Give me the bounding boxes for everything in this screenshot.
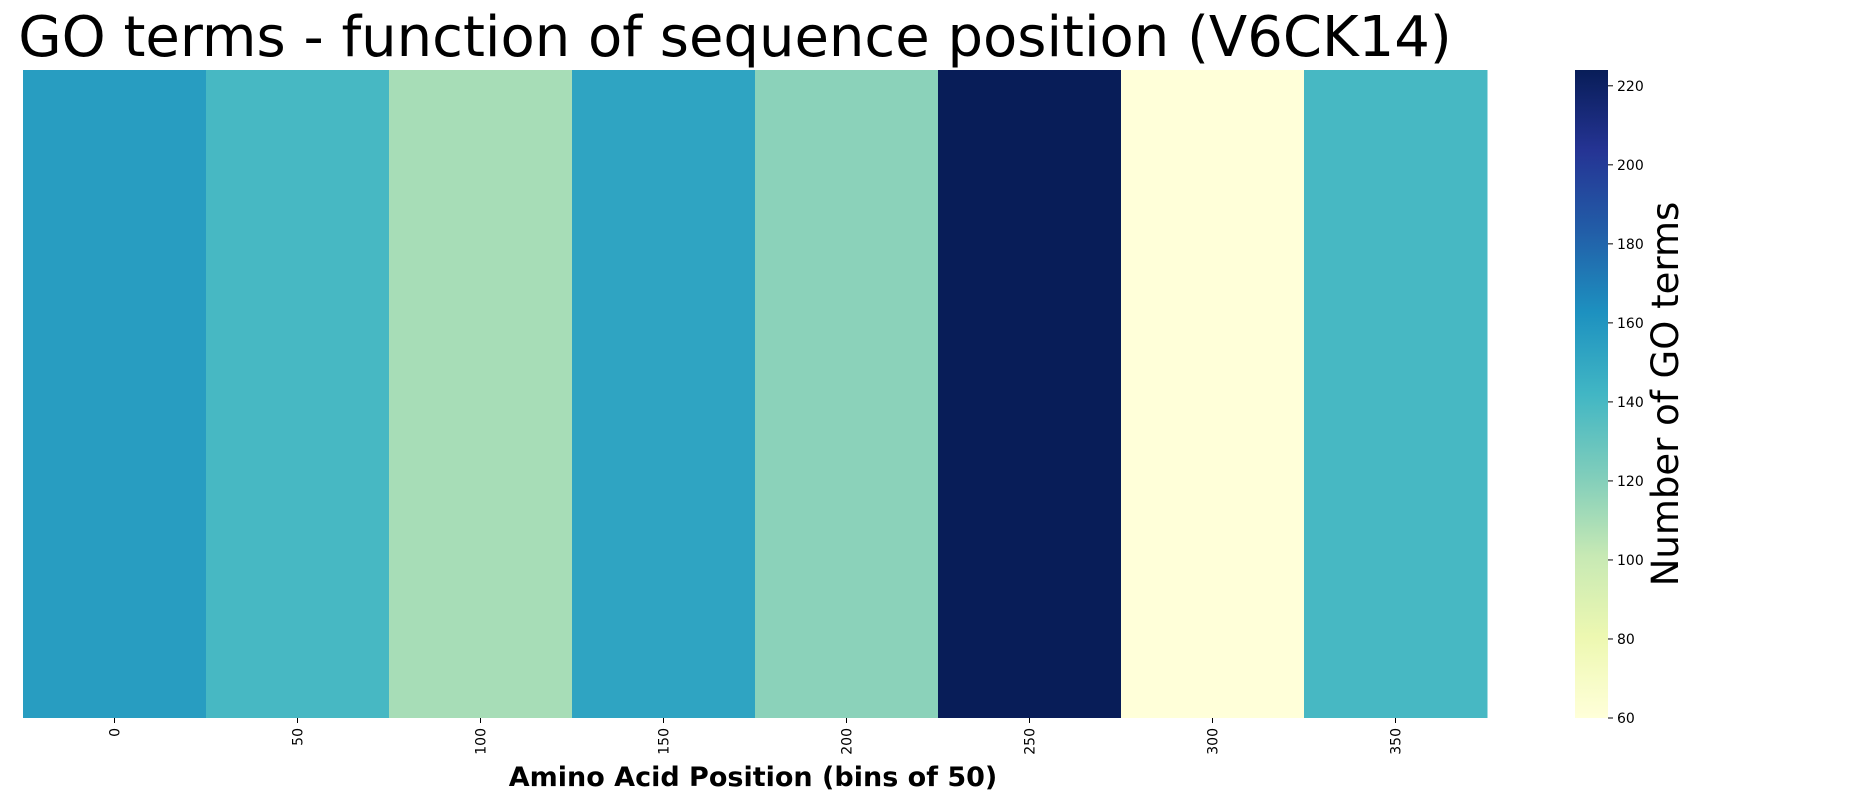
- x-tick-label: 150: [657, 728, 673, 755]
- heatmap-cell: [23, 70, 207, 718]
- heatmap-cell: [1121, 70, 1305, 718]
- colorbar-tick-label: 120: [1617, 474, 1644, 490]
- x-tick-label: 0: [108, 728, 124, 737]
- heatmap-cell: [755, 70, 939, 718]
- x-tick-label: 200: [840, 728, 856, 755]
- colorbar-tick-label: 160: [1617, 316, 1644, 332]
- x-tick-label: 100: [474, 728, 490, 755]
- colorbar-tick-label: 200: [1617, 158, 1644, 174]
- heatmap-cell: [206, 70, 390, 718]
- colorbar-tick-label: 100: [1617, 553, 1644, 569]
- colorbar-tick-label: 80: [1617, 632, 1635, 648]
- heatmap-cells: [23, 70, 1488, 718]
- colorbar-tick-label: 180: [1617, 237, 1644, 253]
- x-tick-label: 350: [1389, 728, 1405, 755]
- colorbar-tick-label: 220: [1617, 79, 1644, 95]
- x-axis-ticks: 0 50 100 150 200 250 300 350: [108, 718, 1405, 755]
- colorbar-label: Number of GO terms: [1644, 202, 1687, 587]
- colorbar-tick-label: 140: [1617, 395, 1644, 411]
- heatmap-cell: [389, 70, 573, 718]
- chart-title: GO terms - function of sequence position…: [18, 5, 1452, 70]
- colorbar: [1575, 70, 1608, 718]
- colorbar-ticks: 60 80 100 120 140 160 180 200 220: [1608, 79, 1644, 727]
- x-tick-label: 50: [291, 728, 307, 746]
- heatmap-cell: [1304, 70, 1488, 718]
- x-tick-label: 300: [1206, 728, 1222, 755]
- x-axis-label: Amino Acid Position (bins of 50): [509, 762, 998, 793]
- heatmap-cell: [938, 70, 1122, 718]
- colorbar-tick-label: 60: [1617, 711, 1635, 727]
- heatmap-cell: [572, 70, 756, 718]
- x-tick-label: 250: [1023, 728, 1039, 755]
